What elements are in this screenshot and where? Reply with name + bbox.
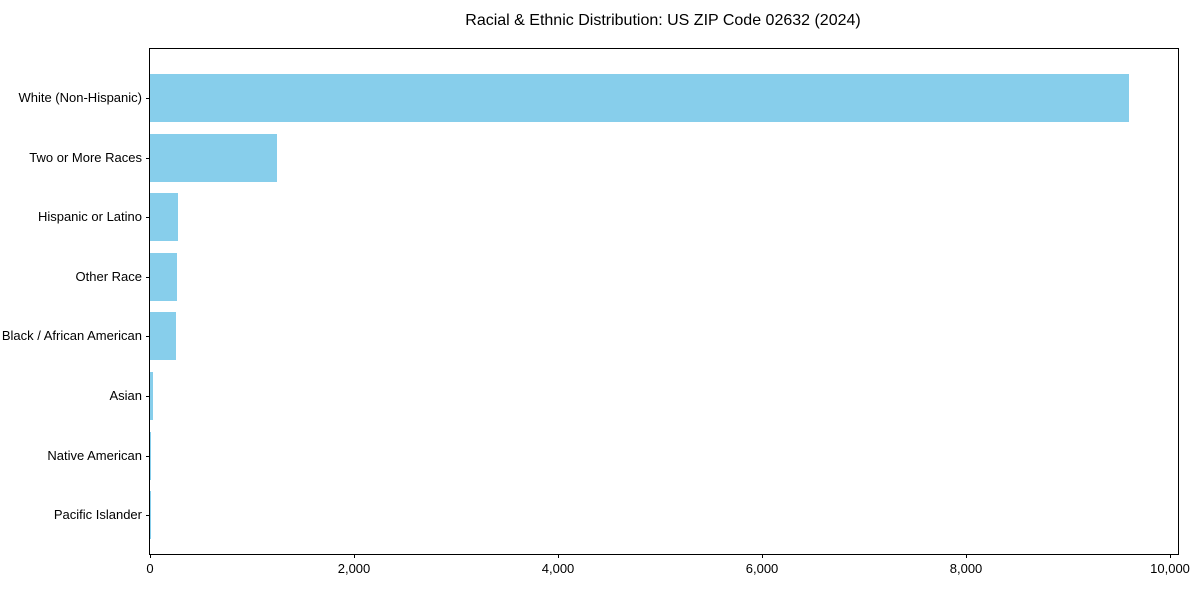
x-tick-label-4-000: 4,000 xyxy=(541,561,575,576)
x-tick-mark xyxy=(1169,554,1171,558)
chart-title: Racial & Ethnic Distribution: US ZIP Cod… xyxy=(465,12,861,29)
y-tick-mark xyxy=(146,455,150,457)
y-tick-label-other-race: Other Race xyxy=(75,268,142,284)
bar-black-african-american xyxy=(150,312,176,361)
x-tick-label-10-000: 10,000 xyxy=(1150,561,1190,576)
y-tick-label-black-african-american: Black / African American xyxy=(1,328,142,344)
bar-native-american xyxy=(150,431,152,480)
y-tick-label-white-non-hispanic: White (Non-Hispanic) xyxy=(18,90,142,105)
x-tick-mark xyxy=(353,554,355,558)
bar-asian xyxy=(150,372,153,420)
y-tick-mark xyxy=(146,98,150,99)
x-tick-mark xyxy=(761,554,763,558)
x-tick-mark xyxy=(965,554,967,558)
y-tick-label-native-american: Native American xyxy=(47,447,142,463)
y-tick-mark xyxy=(146,515,150,517)
bar-white-non-hispanic xyxy=(150,74,1129,122)
y-tick-mark xyxy=(146,157,150,159)
x-tick-label-0: 0 xyxy=(146,561,154,576)
plot-area: White (Non-Hispanic) Two or More Races His… xyxy=(2,48,1190,576)
bar-other-race xyxy=(150,252,178,301)
x-tick-mark xyxy=(557,554,559,558)
y-tick-mark xyxy=(146,336,150,338)
y-tick-label-pacific-islander: Pacific Islander xyxy=(53,507,142,523)
x-tick-mark xyxy=(149,554,151,558)
y-tick-label-asian: Asian xyxy=(109,388,142,403)
bar-hispanic-or-latino xyxy=(150,193,178,242)
y-tick-label-hispanic-or-latino: Hispanic or Latino xyxy=(37,209,142,225)
x-tick-label-8-000: 8,000 xyxy=(949,561,983,576)
y-tick-mark xyxy=(146,396,150,397)
y-tick-mark xyxy=(146,217,150,219)
x-tick-label-6-000: 6,000 xyxy=(745,561,779,576)
y-tick-mark xyxy=(146,276,150,278)
x-tick-label-2-000: 2,000 xyxy=(337,561,371,576)
bar-two-or-more-races xyxy=(150,133,277,182)
y-tick-label-two-or-more-races: Two or More Races xyxy=(29,149,142,165)
